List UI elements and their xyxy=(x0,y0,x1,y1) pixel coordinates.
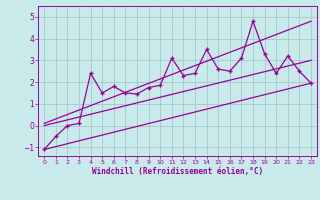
X-axis label: Windchill (Refroidissement éolien,°C): Windchill (Refroidissement éolien,°C) xyxy=(92,167,263,176)
